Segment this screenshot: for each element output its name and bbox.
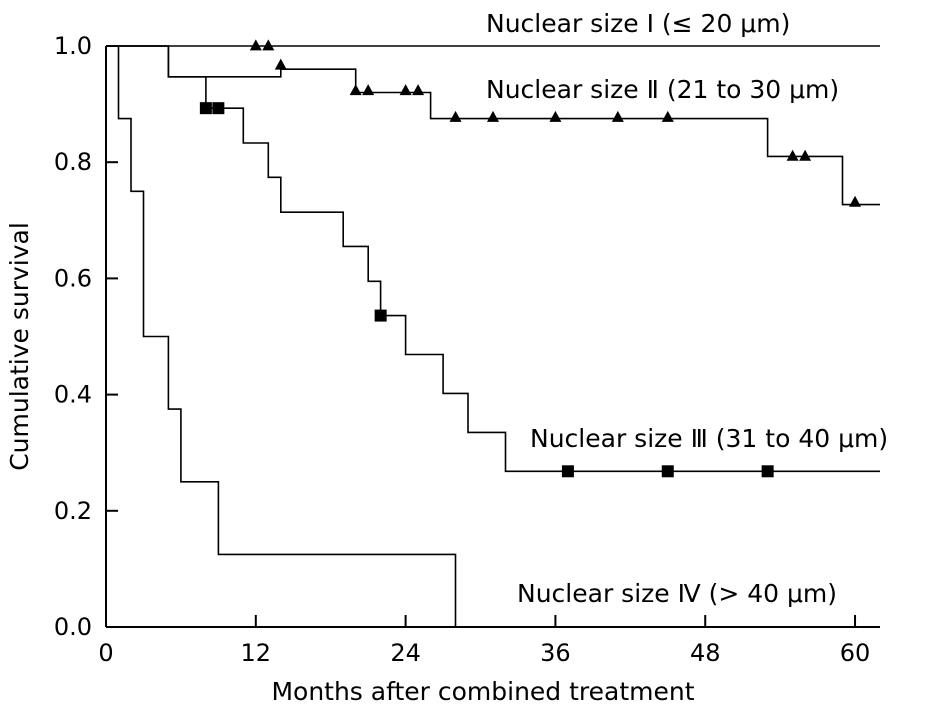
censor-triangle — [611, 110, 624, 122]
censor-triangle — [661, 110, 674, 122]
censor-triangle — [786, 149, 799, 161]
series-label-size-4: Nuclear size Ⅳ (> 40 μm) — [517, 579, 837, 608]
x-axis-title: Months after combined treatment — [271, 677, 694, 706]
curves — [106, 45, 880, 627]
curve-size-2 — [106, 45, 880, 206]
censor-triangle — [487, 110, 499, 122]
series-labels: Nuclear size Ⅰ (≤ 20 μm) Nuclear size Ⅱ … — [486, 9, 888, 608]
censor-triangle — [262, 39, 275, 51]
axes — [105, 46, 880, 628]
x-tick-label: 0 — [98, 639, 113, 667]
censor-triangle — [799, 149, 812, 161]
y-tick-label: 0.0 — [54, 613, 92, 641]
x-tick-label: 60 — [840, 639, 871, 667]
censor-square — [761, 465, 774, 478]
y-tick-label: 0.4 — [54, 381, 92, 409]
censor-square — [661, 465, 674, 478]
censor-triangle — [349, 84, 362, 96]
censor-triangle — [274, 58, 287, 70]
y-tick-label: 0.2 — [54, 497, 92, 525]
series-label-size-2: Nuclear size Ⅱ (21 to 30 μm) — [486, 75, 839, 104]
y-tick-label: 0.6 — [54, 264, 92, 292]
censor-triangle — [449, 110, 462, 122]
curve-size-4 — [106, 45, 457, 627]
censor-triangle — [249, 39, 262, 51]
series-label-size-3: Nuclear size Ⅲ (31 to 40 μm) — [530, 424, 888, 453]
censor-triangle — [362, 84, 375, 96]
y-tick-label: 0.8 — [54, 148, 92, 176]
censor-square — [374, 309, 387, 322]
censor-square — [212, 102, 225, 115]
x-tick-label: 48 — [690, 639, 721, 667]
censor-triangle — [399, 84, 412, 96]
x-tick-label: 24 — [390, 639, 421, 667]
ticks: 0 12 24 36 48 60 0.0 0.2 0.4 0.6 0.8 1.0 — [54, 32, 870, 667]
series-label-size-1: Nuclear size Ⅰ (≤ 20 μm) — [486, 9, 790, 38]
curve-size-3 — [106, 45, 880, 473]
y-axis-title: Cumulative survival — [5, 222, 34, 471]
censor-square — [199, 102, 212, 115]
censor-triangle — [549, 110, 562, 122]
y-tick-label: 1.0 — [54, 32, 92, 60]
censor-triangle — [412, 84, 425, 96]
censor-triangle — [849, 195, 862, 207]
x-tick-label: 12 — [241, 639, 272, 667]
censor-square — [561, 465, 574, 478]
x-tick-label: 36 — [540, 639, 571, 667]
censor-markers — [199, 39, 862, 478]
